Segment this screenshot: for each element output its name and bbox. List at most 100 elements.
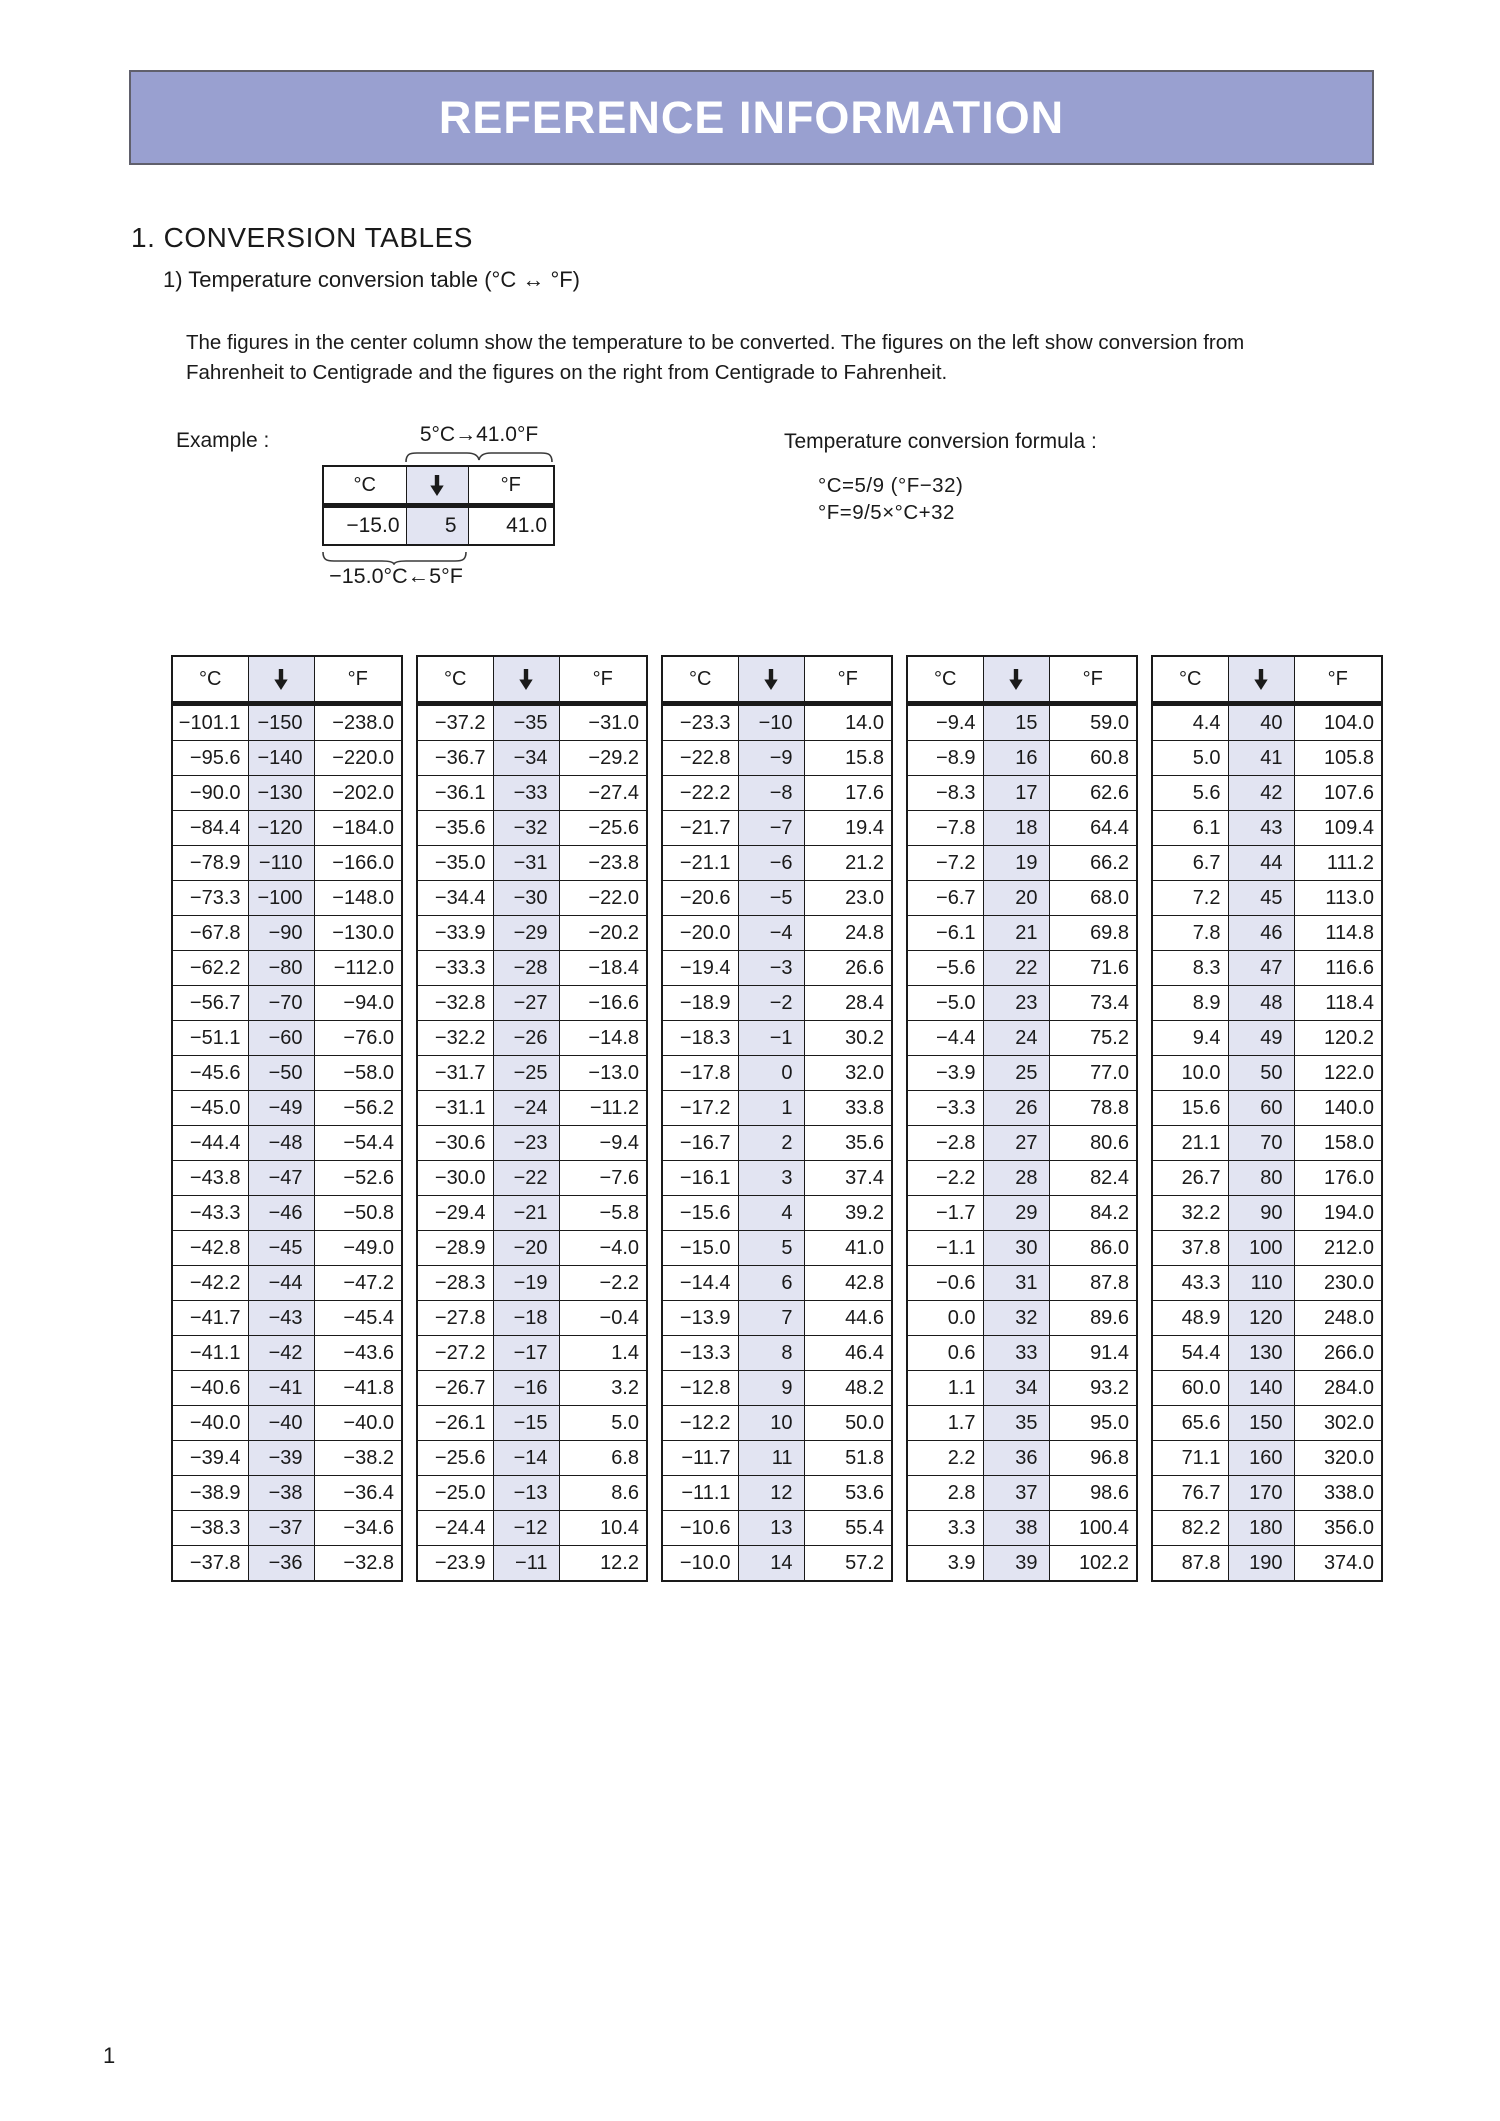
table-row: −25.6 −14 6.8 — [416, 1440, 648, 1476]
celsius-value: −43.8 — [171, 1160, 249, 1196]
celsius-value: −37.8 — [171, 1545, 249, 1582]
celsius-value: −34.4 — [416, 880, 494, 916]
table-row: −5.6 22 71.6 — [906, 950, 1138, 986]
celsius-value: −20.6 — [661, 880, 739, 916]
celsius-value: 71.1 — [1151, 1440, 1229, 1476]
celsius-value: −51.1 — [171, 1020, 249, 1056]
input-value: −150 — [247, 703, 315, 741]
celsius-formula: °C=5/9 (°F−32) — [818, 474, 964, 497]
table-row: −3.3 26 78.8 — [906, 1090, 1138, 1126]
celsius-value: −27.2 — [416, 1335, 494, 1371]
table-row: −24.4 −12 10.4 — [416, 1510, 648, 1546]
fahrenheit-value: 356.0 — [1293, 1510, 1383, 1546]
table-row: 8.9 48 118.4 — [1151, 985, 1383, 1021]
celsius-value: 82.2 — [1151, 1510, 1229, 1546]
celsius-value: −11.7 — [661, 1440, 739, 1476]
input-value: −24 — [492, 1090, 560, 1126]
table-row: 10.0 50 122.0 — [1151, 1055, 1383, 1091]
celsius-value: −20.0 — [661, 915, 739, 951]
fahrenheit-value: 42.8 — [803, 1265, 893, 1301]
intro-line-1: The figures in the center column show th… — [186, 331, 1245, 354]
fahrenheit-value: −47.2 — [313, 1265, 403, 1301]
input-value: −39 — [247, 1440, 315, 1476]
table-row: −40.0 −40 −40.0 — [171, 1405, 403, 1441]
input-column-header — [492, 655, 560, 706]
reference-information-banner: REFERENCE INFORMATION — [129, 70, 1374, 165]
celsius-value: −5.0 — [906, 985, 984, 1021]
table-row: −20.6 −5 23.0 — [661, 880, 893, 916]
table-row: −16.1 3 37.4 — [661, 1160, 893, 1196]
input-value: 38 — [982, 1510, 1050, 1546]
page-number: 1 — [103, 2043, 116, 2068]
fahrenheit-value: 113.0 — [1293, 880, 1383, 916]
input-value: 20 — [982, 880, 1050, 916]
table-row: −21.7 −7 19.4 — [661, 810, 893, 846]
fahrenheit-value: −29.2 — [558, 740, 648, 776]
fahrenheit-value: 8.6 — [558, 1475, 648, 1511]
fahrenheit-value: 114.8 — [1293, 915, 1383, 951]
fahrenheit-value: −7.6 — [558, 1160, 648, 1196]
fahrenheit-header: °F — [467, 465, 555, 508]
celsius-value: −7.8 — [906, 810, 984, 846]
input-value: −19 — [492, 1265, 560, 1301]
celsius-value: 6.7 — [1151, 845, 1229, 881]
celsius-value: −12.8 — [661, 1370, 739, 1406]
fahrenheit-value: 118.4 — [1293, 985, 1383, 1021]
celsius-value: 3.3 — [906, 1510, 984, 1546]
celsius-value: 60.0 — [1151, 1370, 1229, 1406]
down-arrow-icon — [1254, 668, 1268, 690]
input-value: 13 — [737, 1510, 805, 1546]
fahrenheit-value: 51.8 — [803, 1440, 893, 1476]
input-value: 30 — [982, 1230, 1050, 1266]
input-value: −5 — [737, 880, 805, 916]
fahrenheit-value: −5.8 — [558, 1195, 648, 1231]
fahrenheit-value: 28.4 — [803, 985, 893, 1021]
celsius-value: −6.1 — [906, 915, 984, 951]
celsius-value: −35.6 — [416, 810, 494, 846]
table-row: −32.2 −26 −14.8 — [416, 1020, 648, 1056]
input-value: −31 — [492, 845, 560, 881]
table-row: −4.4 24 75.2 — [906, 1020, 1138, 1056]
table-row: −12.2 10 50.0 — [661, 1405, 893, 1441]
table-row: 2.2 36 96.8 — [906, 1440, 1138, 1476]
fahrenheit-value: 320.0 — [1293, 1440, 1383, 1476]
fahrenheit-value: −45.4 — [313, 1300, 403, 1336]
input-value: −70 — [247, 985, 315, 1021]
celsius-value: −101.1 — [171, 703, 249, 741]
fahrenheit-value: 86.0 — [1048, 1230, 1138, 1266]
table-row: 37.8 100 212.0 — [1151, 1230, 1383, 1266]
input-value: −27 — [492, 985, 560, 1021]
example-f-to-c-annotation: −15.0°C←5°F — [329, 564, 463, 588]
table-row: −101.1 −150 −238.0 — [171, 703, 403, 741]
example-c-to-f-annotation: 5°C→41.0°F — [419, 423, 539, 446]
input-value: −14 — [492, 1440, 560, 1476]
celsius-value: −16.1 — [661, 1160, 739, 1196]
input-value: 33 — [982, 1335, 1050, 1371]
celsius-value: −28.9 — [416, 1230, 494, 1266]
input-value: −10 — [737, 703, 805, 741]
table-row: 43.3 110 230.0 — [1151, 1265, 1383, 1301]
fahrenheit-value: 57.2 — [803, 1545, 893, 1582]
fahrenheit-value: −40.0 — [313, 1405, 403, 1441]
fahrenheit-value: −13.0 — [558, 1055, 648, 1091]
input-value: 28 — [982, 1160, 1050, 1196]
conversion-table-4: °C °F −9.4 15 59.0 −8.9 16 60.8 −8.3 17 62.6 −7.8… — [906, 655, 1138, 1582]
celsius-value: −43.3 — [171, 1195, 249, 1231]
fahrenheit-value: 12.2 — [558, 1545, 648, 1582]
fahrenheit-value: 32.0 — [803, 1055, 893, 1091]
table-row: −10.0 14 57.2 — [661, 1545, 893, 1582]
input-value: 35 — [982, 1405, 1050, 1441]
fahrenheit-header: °F — [1048, 655, 1138, 706]
fahrenheit-value: 302.0 — [1293, 1405, 1383, 1441]
input-value: 47 — [1227, 950, 1295, 986]
table-row: −13.3 8 46.4 — [661, 1335, 893, 1371]
input-value: −37 — [247, 1510, 315, 1546]
fahrenheit-value: 96.8 — [1048, 1440, 1138, 1476]
table-row: −78.9 −110 −166.0 — [171, 845, 403, 881]
table-row: −15.0 5 41.0 — [661, 1230, 893, 1266]
table-row: 0.0 32 89.6 — [906, 1300, 1138, 1336]
celsius-value: −26.1 — [416, 1405, 494, 1441]
celsius-value: −30.6 — [416, 1125, 494, 1161]
celsius-value: −24.4 — [416, 1510, 494, 1546]
fahrenheit-value: 21.2 — [803, 845, 893, 881]
